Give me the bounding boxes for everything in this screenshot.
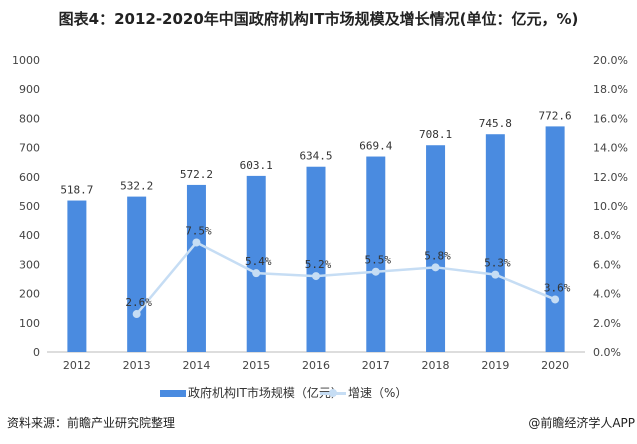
bar-value-label: 772.6 [539, 109, 572, 122]
bar [246, 175, 266, 352]
growth-value-label: 5.3% [484, 257, 511, 270]
growth-point [252, 269, 261, 278]
legend-item-line: 增速（%） [320, 384, 407, 401]
bar-value-label: 572.2 [180, 168, 213, 181]
bar [186, 184, 206, 352]
y-left-tick-label: 700 [19, 142, 40, 155]
y-left-tick-label: 100 [19, 317, 40, 330]
bar [485, 134, 505, 352]
x-tick-label: 2013 [123, 359, 151, 372]
y-left-tick-label: 400 [19, 229, 40, 242]
y-left-tick-label: 500 [19, 200, 40, 213]
bar-value-label: 603.1 [240, 159, 273, 172]
x-tick-label: 2017 [362, 359, 390, 372]
y-right-tick-label: 18.0% [593, 83, 628, 96]
growth-point [312, 272, 320, 281]
growth-value-label: 5.4% [245, 255, 272, 268]
bar [426, 145, 446, 352]
growth-line [135, 240, 556, 315]
bar [127, 196, 147, 352]
y-left-tick-label: 200 [19, 288, 40, 301]
legend-label-bar: 政府机构IT市场规模（亿元） [188, 386, 343, 400]
growth-point [491, 270, 500, 279]
growth-value-label: 5.2% [305, 258, 332, 271]
growth-value-label: 5.5% [365, 254, 392, 267]
x-tick-label: 2012 [63, 359, 91, 372]
y-right-tick-label: 4.0% [593, 288, 621, 301]
growth-value-label: 5.8% [424, 249, 451, 262]
x-tick-label: 2020 [541, 359, 569, 372]
growth-point [132, 310, 141, 319]
x-tick-label: 2014 [182, 359, 210, 372]
bar-value-label: 669.4 [359, 140, 392, 153]
bar-value-label: 518.7 [60, 184, 93, 197]
bar-value-label: 634.5 [299, 150, 332, 163]
growth-value-label: 7.5% [185, 225, 212, 238]
y-right-tick-label: 20.0% [593, 54, 628, 67]
bar [366, 156, 386, 352]
growth-point [371, 267, 380, 276]
bar-value-label: 745.8 [479, 117, 512, 130]
legend-label-line: 增速（%） [348, 386, 408, 400]
legend-item-bar: 政府机构IT市场规模（亿元） [160, 384, 343, 401]
bar-value-label: 708.1 [419, 128, 452, 141]
growth-point [551, 295, 560, 304]
y-left-tick-label: 800 [19, 112, 40, 125]
x-tick-label: 2015 [242, 359, 270, 372]
growth-point [431, 263, 440, 272]
y-right-tick-label: 14.0% [593, 142, 628, 155]
y-left-tick-label: 300 [19, 258, 40, 271]
y-right-tick-label: 8.0% [593, 229, 621, 242]
brand-note: @前瞻经济学人APP [528, 416, 635, 430]
y-right-tick-label: 2.0% [593, 317, 621, 330]
y-right-tick-label: 16.0% [593, 112, 628, 125]
y-right-tick-label: 0.0% [593, 346, 621, 359]
x-tick-label: 2016 [302, 359, 330, 372]
y-right-tick-label: 10.0% [593, 200, 628, 213]
growth-value-label: 2.6% [125, 296, 152, 309]
bar [545, 126, 565, 352]
y-right-tick-label: 12.0% [593, 171, 628, 184]
source-note: 资料来源：前瞻产业研究院整理 [7, 416, 176, 430]
y-left-tick-label: 0 [33, 346, 40, 359]
x-tick-label: 2018 [422, 359, 450, 372]
bar-value-label: 532.2 [120, 180, 153, 193]
legend-swatch-line [320, 389, 346, 397]
y-left-tick-label: 1000 [12, 54, 40, 67]
chart-title: 图表4：2012-2020年中国政府机构IT市场规模及增长情况(单位：亿元，%) [58, 10, 579, 28]
bar [306, 166, 326, 352]
bar [67, 200, 87, 352]
y-left-tick-label: 600 [19, 171, 40, 184]
growth-value-label: 3.6% [544, 281, 571, 294]
legend-swatch-bar [160, 390, 186, 397]
x-tick-label: 2019 [481, 359, 509, 372]
growth-point [192, 238, 201, 247]
y-right-tick-label: 6.0% [593, 258, 621, 271]
y-left-tick-label: 900 [19, 83, 40, 96]
